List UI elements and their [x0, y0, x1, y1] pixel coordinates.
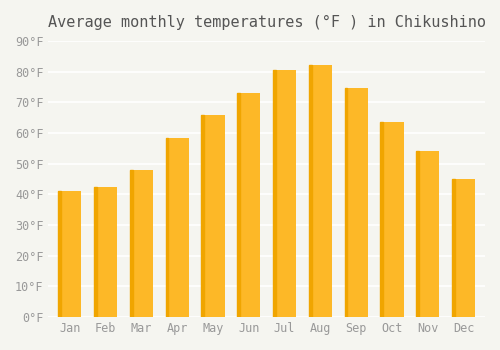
Bar: [237, 93, 260, 317]
Bar: [130, 170, 132, 317]
Bar: [237, 93, 240, 317]
Bar: [273, 70, 276, 317]
Bar: [94, 187, 97, 317]
Bar: [94, 187, 118, 317]
Bar: [380, 122, 404, 317]
Bar: [58, 191, 82, 317]
Bar: [452, 179, 454, 317]
Bar: [130, 170, 153, 317]
Title: Average monthly temperatures (°F ) in Chikushino: Average monthly temperatures (°F ) in Ch…: [48, 15, 486, 30]
Bar: [273, 70, 296, 317]
Bar: [344, 89, 368, 317]
Bar: [308, 65, 312, 317]
Bar: [58, 191, 61, 317]
Bar: [308, 65, 332, 317]
Bar: [344, 89, 348, 317]
Bar: [166, 138, 168, 317]
Bar: [452, 179, 475, 317]
Bar: [202, 114, 224, 317]
Bar: [202, 114, 204, 317]
Bar: [416, 152, 419, 317]
Bar: [166, 138, 189, 317]
Bar: [416, 152, 440, 317]
Bar: [380, 122, 383, 317]
